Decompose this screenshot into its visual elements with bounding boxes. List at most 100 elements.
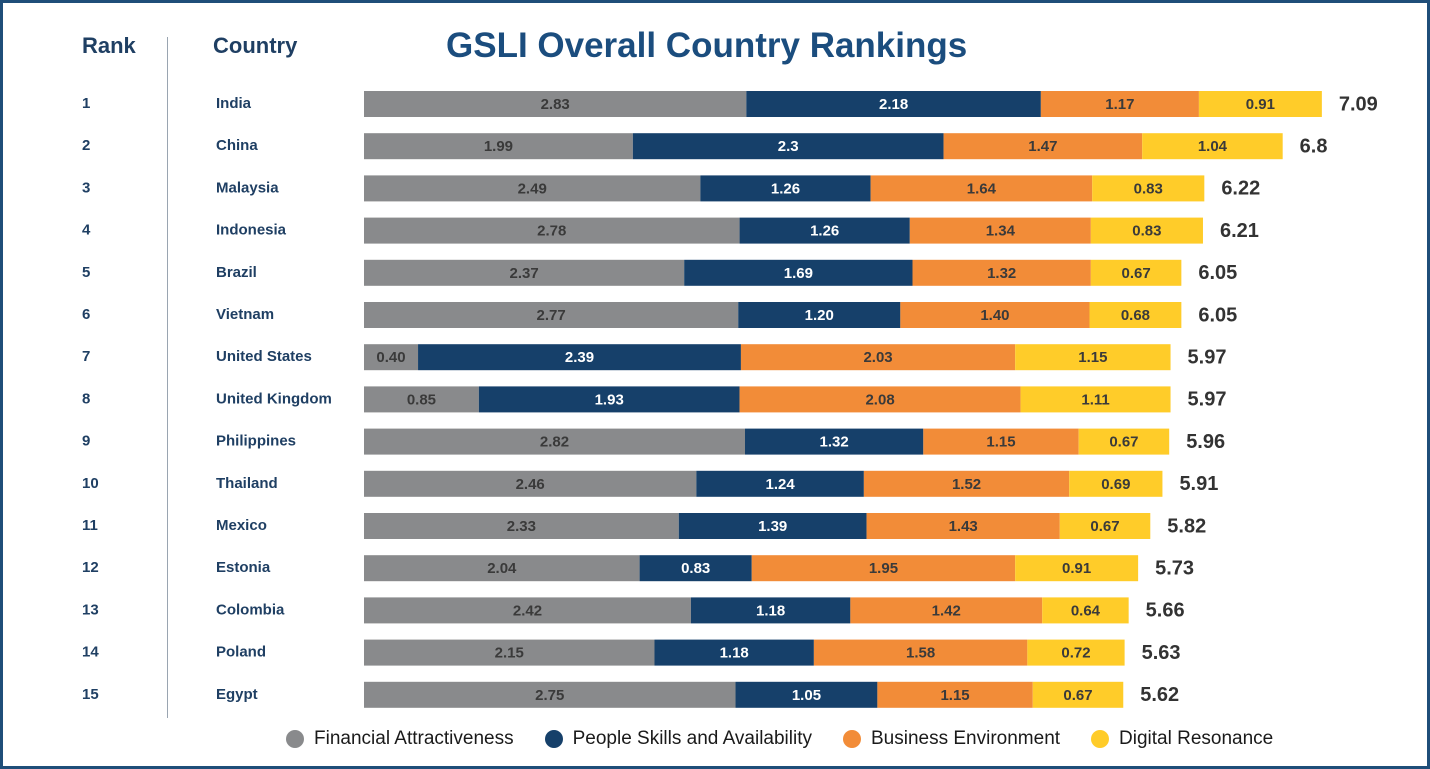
bar-segment: [364, 175, 701, 202]
segment-value-label: 1.15: [986, 434, 1015, 451]
rank-label: 6: [82, 306, 90, 323]
total-score-label: 5.97: [1188, 389, 1227, 411]
rank-label: 2: [82, 137, 90, 154]
rank-label: 1: [82, 95, 90, 112]
bar-segment: [740, 344, 1016, 371]
segment-value-label: 1.15: [1078, 349, 1107, 366]
segment-value-label: 1.99: [484, 138, 513, 155]
segment-value-label: 1.15: [940, 687, 969, 704]
segment-value-label: 1.34: [986, 223, 1016, 240]
bar-segment: [1015, 344, 1171, 371]
country-label: Mexico: [216, 517, 267, 534]
segment-value-label: 1.05: [792, 687, 821, 704]
bar-segment: [1015, 555, 1139, 582]
bar-segment: [1198, 91, 1322, 117]
bar-segment: [639, 555, 752, 582]
bar-segment: [1089, 302, 1182, 328]
rank-column-header: Rank: [82, 33, 136, 58]
legend-swatch: [544, 730, 563, 748]
total-score-label: 5.97: [1188, 346, 1227, 368]
legend-item: Financial Attractiveness: [286, 728, 514, 750]
segment-value-label: 0.67: [1063, 687, 1092, 704]
country-label: Poland: [216, 644, 266, 661]
segment-value-label: 0.91: [1062, 560, 1091, 577]
segment-value-label: 1.58: [906, 645, 935, 662]
rank-label: 11: [82, 517, 98, 534]
bar-segment: [364, 259, 685, 286]
country-label: Thailand: [216, 475, 278, 492]
total-score-label: 5.66: [1146, 600, 1185, 622]
total-score-label: 5.91: [1179, 473, 1218, 495]
bar-segment: [696, 470, 864, 497]
legend-item: Business Environment: [843, 728, 1060, 750]
bar-segment: [900, 302, 1090, 328]
bar-segment: [738, 302, 901, 328]
segment-value-label: 0.72: [1061, 645, 1090, 662]
segment-value-label: 2.15: [495, 645, 524, 662]
total-score-label: 6.21: [1220, 220, 1259, 242]
segment-value-label: 1.24: [766, 476, 796, 493]
segment-value-label: 0.64: [1071, 602, 1101, 619]
segment-value-label: 2.3: [778, 138, 799, 155]
bar-segment: [364, 386, 479, 413]
segment-value-label: 0.67: [1109, 434, 1138, 451]
country-label: China: [216, 137, 258, 154]
bar-segment: [943, 133, 1143, 160]
legend-item: Digital Resonance: [1091, 728, 1273, 750]
chart-title: GSLI Overall Country Rankings: [446, 26, 968, 65]
country-label: United States: [216, 348, 312, 365]
segment-value-label: 1.52: [952, 476, 981, 493]
bar-segment: [923, 428, 1079, 455]
segment-value-label: 1.47: [1028, 138, 1057, 155]
segment-value-label: 2.04: [487, 560, 517, 577]
bar-segment: [870, 175, 1093, 202]
bar-segment: [866, 513, 1060, 539]
bar-segment: [751, 555, 1016, 582]
rank-label: 8: [82, 390, 90, 407]
segment-value-label: 1.17: [1105, 96, 1134, 113]
segment-value-label: 1.32: [987, 265, 1016, 282]
segment-value-label: 1.39: [758, 518, 787, 535]
segment-value-label: 2.08: [865, 391, 894, 408]
bar-segment: [1027, 639, 1125, 666]
bar-segment: [364, 513, 679, 539]
segment-value-label: 1.64: [967, 180, 997, 197]
rank-label: 3: [82, 179, 90, 196]
segment-value-label: 1.26: [810, 223, 839, 240]
bar-segment: [654, 639, 814, 666]
rank-label: 14: [82, 644, 99, 661]
segment-value-label: 1.04: [1198, 138, 1228, 155]
rank-label: 10: [82, 475, 99, 492]
bar-segment: [1078, 428, 1170, 455]
segment-value-label: 0.85: [407, 391, 436, 408]
total-score-label: 5.96: [1186, 431, 1225, 453]
rank-label: 13: [82, 601, 99, 618]
country-column-header: Country: [213, 33, 298, 58]
country-label: Indonesia: [216, 222, 287, 239]
bar-segment: [912, 259, 1091, 286]
total-score-label: 6.05: [1198, 262, 1237, 284]
bar-segment: [1020, 386, 1171, 413]
bar-segment: [909, 217, 1091, 244]
bar-segment: [744, 428, 924, 455]
bar-segment: [364, 555, 640, 582]
bar-segment: [632, 133, 944, 160]
country-label: United Kingdom: [216, 390, 332, 407]
segment-value-label: 1.95: [869, 560, 898, 577]
bar-segment: [850, 597, 1043, 624]
rank-label: 12: [82, 559, 99, 576]
bar-segment: [364, 91, 747, 117]
rank-label: 4: [82, 222, 91, 239]
bar-segment: [478, 386, 740, 413]
bar-segment: [739, 217, 910, 244]
column-divider: [167, 37, 168, 718]
legend-label: Digital Resonance: [1119, 728, 1274, 749]
chart-legend: Financial Attractiveness People Skills an…: [286, 728, 1273, 750]
bar-segment: [1032, 681, 1124, 708]
bar-segment: [678, 513, 867, 539]
segment-value-label: 1.11: [1081, 391, 1109, 408]
country-label: India: [216, 95, 252, 112]
bar-segment: [364, 639, 655, 666]
country-label: Vietnam: [216, 306, 274, 323]
bar-segment: [418, 344, 741, 371]
